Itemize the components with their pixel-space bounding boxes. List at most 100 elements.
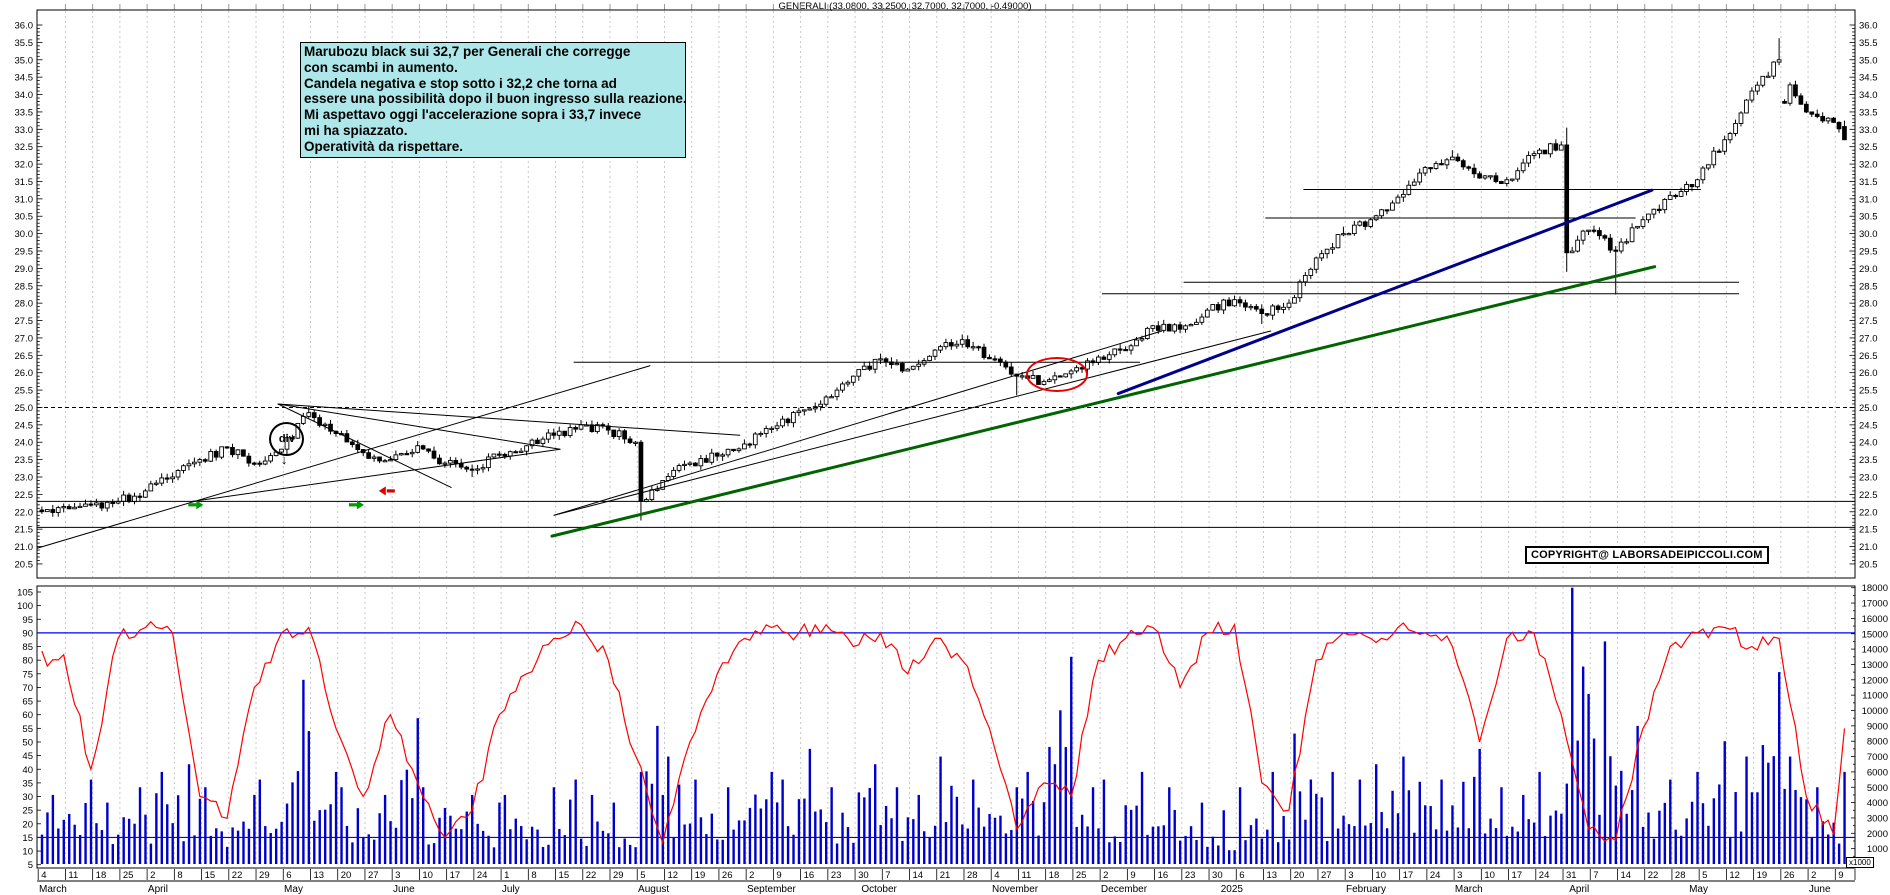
svg-text:7000: 7000 [1867,752,1888,763]
svg-text:26.5: 26.5 [1859,351,1878,362]
svg-text:December: December [1101,884,1148,895]
svg-text:12: 12 [1729,870,1740,881]
svg-text:22.5: 22.5 [1859,490,1878,501]
svg-text:February: February [1346,884,1386,895]
svg-text:9: 9 [1130,870,1135,881]
svg-text:10: 10 [422,870,433,881]
svg-text:20: 20 [341,870,352,881]
svg-text:35: 35 [22,778,33,789]
svg-text:33.5: 33.5 [1859,107,1878,118]
svg-text:15000: 15000 [1862,629,1888,640]
svg-text:26: 26 [722,870,733,881]
svg-text:22: 22 [586,870,597,881]
svg-text:31.0: 31.0 [15,194,34,205]
svg-text:6: 6 [286,870,291,881]
volume-bars [40,587,1846,864]
svg-text:19: 19 [695,870,706,881]
svg-text:24: 24 [1539,870,1550,881]
svg-text:21.0: 21.0 [1859,542,1878,553]
svg-text:55: 55 [22,724,33,735]
svg-text:8000: 8000 [1867,737,1888,748]
svg-text:April: April [1569,884,1589,895]
panel-borders [36,9,1856,882]
svg-text:29: 29 [259,870,270,881]
svg-text:4: 4 [41,870,46,881]
svg-text:26.5: 26.5 [15,351,34,362]
svg-text:31.5: 31.5 [15,177,34,188]
svg-text:21: 21 [940,870,951,881]
svg-text:30.0: 30.0 [15,229,34,240]
svg-text:14: 14 [1620,870,1631,881]
svg-text:6: 6 [1239,870,1244,881]
svg-text:May: May [1689,884,1708,895]
svg-text:35.5: 35.5 [15,38,34,49]
oscillator-line [41,620,1846,846]
svg-text:4: 4 [994,870,999,881]
svg-text:25: 25 [1076,870,1087,881]
svg-text:20: 20 [1294,870,1305,881]
svg-text:32.0: 32.0 [15,160,34,171]
svg-text:60: 60 [22,710,33,721]
svg-text:35.5: 35.5 [1859,38,1878,49]
svg-text:21.5: 21.5 [15,525,34,536]
svg-text:30.5: 30.5 [1859,212,1878,223]
svg-text:80: 80 [22,656,33,667]
svg-text:22: 22 [1648,870,1659,881]
svg-text:13000: 13000 [1862,660,1888,671]
svg-text:24.0: 24.0 [1859,438,1878,449]
svg-text:17: 17 [1512,870,1523,881]
svg-text:4000: 4000 [1867,798,1888,809]
svg-text:36.0: 36.0 [1859,21,1878,32]
svg-text:35.0: 35.0 [15,55,34,66]
svg-text:30: 30 [858,870,869,881]
svg-text:105: 105 [17,588,33,599]
svg-text:9: 9 [776,870,781,881]
svg-text:28.5: 28.5 [1859,281,1878,292]
svg-text:23: 23 [831,870,842,881]
svg-text:15: 15 [559,870,570,881]
svg-text:22.0: 22.0 [1859,507,1878,518]
svg-text:23.0: 23.0 [1859,473,1878,484]
svg-text:23.5: 23.5 [1859,455,1878,466]
svg-text:28.0: 28.0 [15,299,34,310]
svg-text:November: November [992,884,1039,895]
svg-text:13: 13 [313,870,324,881]
svg-text:17: 17 [450,870,461,881]
svg-text:31.0: 31.0 [1859,194,1878,205]
svg-text:12000: 12000 [1862,675,1888,686]
svg-text:29.0: 29.0 [15,264,34,275]
svg-text:8: 8 [177,870,182,881]
svg-text:18000: 18000 [1862,583,1888,594]
svg-text:24.0: 24.0 [15,438,34,449]
divergence-ellipse-annotation: div [269,422,305,457]
svg-text:24: 24 [1430,870,1441,881]
svg-text:13: 13 [1267,870,1278,881]
weekly-gridlines [64,4,1836,867]
svg-text:30.0: 30.0 [1859,229,1878,240]
svg-text:2000: 2000 [1867,829,1888,840]
svg-text:9: 9 [1838,870,1843,881]
svg-text:3: 3 [1457,870,1462,881]
svg-text:14: 14 [913,870,924,881]
arrow-markers [188,486,395,510]
svg-text:25.5: 25.5 [1859,386,1878,397]
svg-text:20.5: 20.5 [1859,559,1878,570]
svg-text:34.5: 34.5 [1859,73,1878,84]
svg-text:25: 25 [22,806,33,817]
svg-text:3: 3 [395,870,400,881]
svg-text:31.5: 31.5 [1859,177,1878,188]
svg-text:28: 28 [1675,870,1686,881]
svg-text:3000: 3000 [1867,813,1888,824]
svg-text:65: 65 [22,697,33,708]
svg-text:90: 90 [22,628,33,639]
svg-text:16: 16 [1158,870,1169,881]
svg-text:May: May [284,884,303,895]
svg-text:27.0: 27.0 [1859,333,1878,344]
svg-text:June: June [1809,884,1831,895]
svg-text:5000: 5000 [1867,783,1888,794]
svg-text:21.5: 21.5 [1859,525,1878,536]
chart-title: GENERALI (33.0800, 33.2500, 32.7000, 32.… [778,1,1032,12]
svg-text:22.0: 22.0 [15,507,34,518]
